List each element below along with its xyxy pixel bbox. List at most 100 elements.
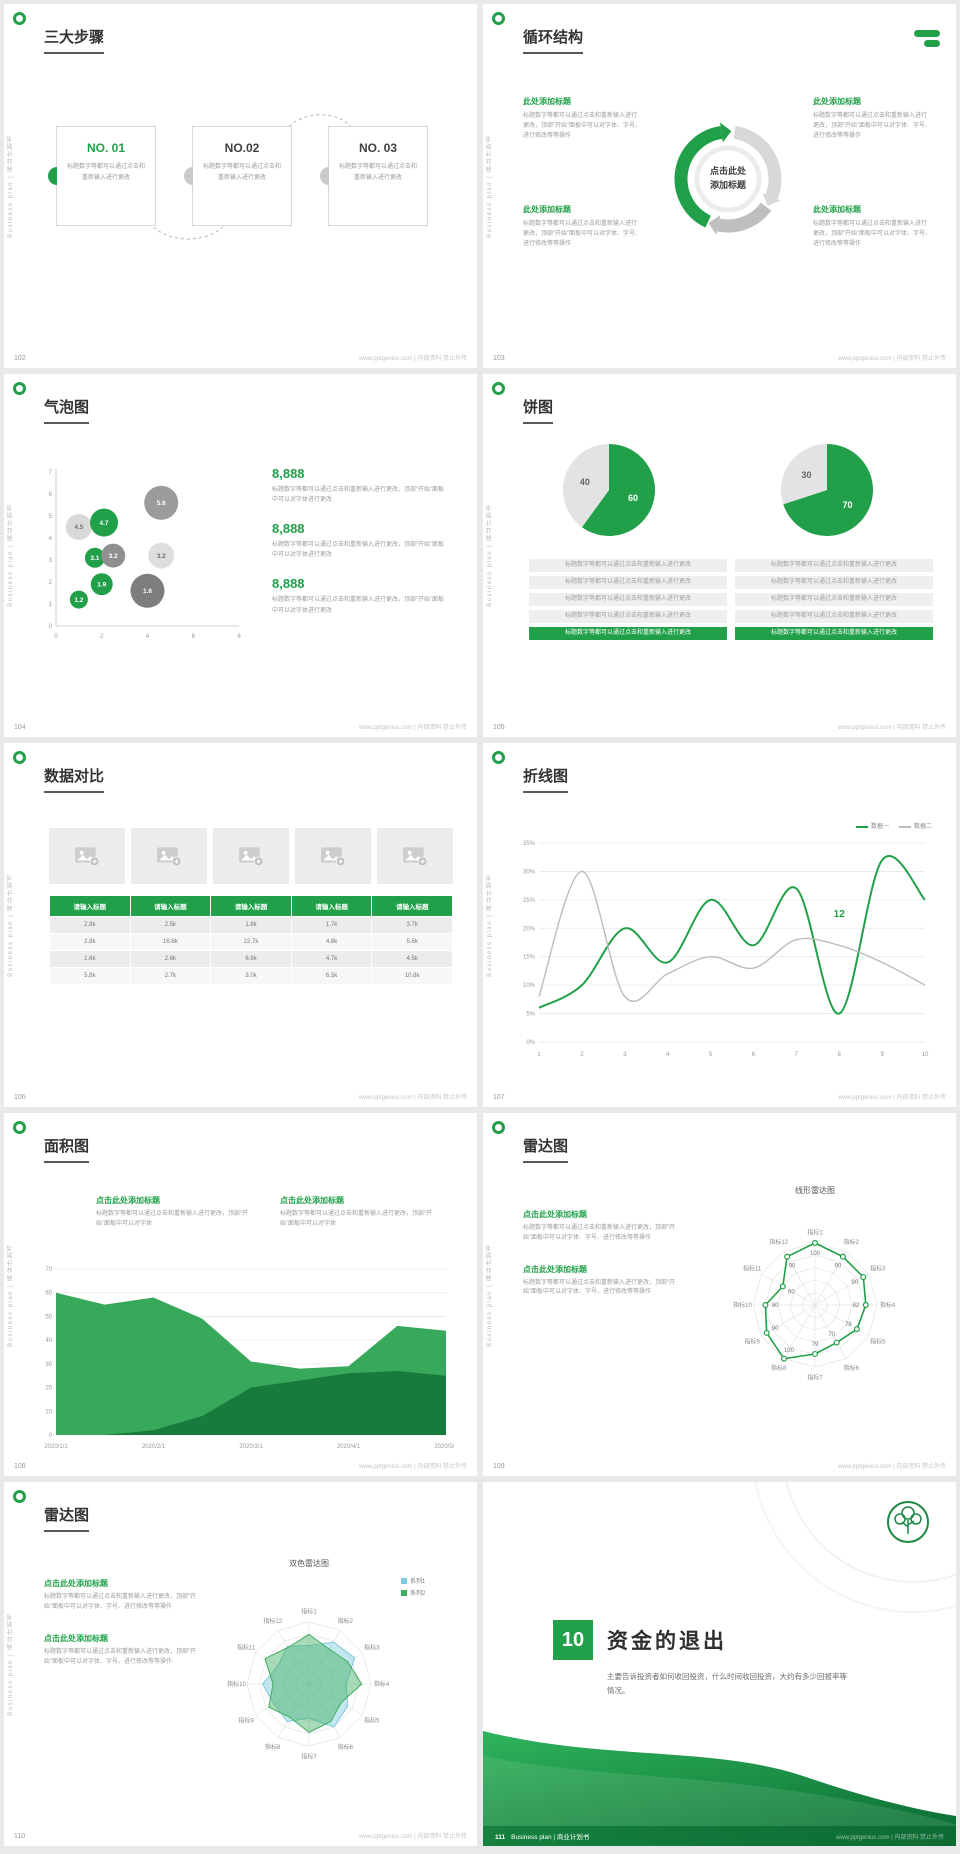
- cycle-arrows-diagram: [674, 122, 782, 235]
- chart-shape: 2020/5/1: [434, 1444, 454, 1450]
- slide-108[interactable]: Business plan | 商业计划书 面积图 点击此处添加标题 标题数字等…: [4, 1112, 477, 1477]
- add-image-icon: [157, 847, 182, 867]
- brand-logo-icon: [492, 381, 505, 395]
- chart-shape: [814, 1304, 847, 1359]
- slide-109[interactable]: Business plan | 商业计划书 雷达图 点击此处添加标题 标题数字等…: [483, 1112, 956, 1477]
- chart-shape: 0: [54, 634, 58, 640]
- radar-axis-label: 指标3: [870, 1265, 886, 1273]
- chart-shape: [308, 1684, 363, 1716]
- block-body: 标题数字等都可以通过点击和重新输入进行更改，顶部“开始”面板中可以对字体、字号、…: [44, 1649, 196, 1666]
- image-placeholder-row: [49, 828, 453, 885]
- chart-shape: 2020/4/1: [337, 1444, 361, 1450]
- chart-shape: 20: [45, 1385, 52, 1391]
- pie-slice: [781, 443, 827, 504]
- pie-caption-row: 标题数字等都可以通过点击和重新输入进行更改: [735, 575, 933, 589]
- legend-label: 系列2: [410, 1591, 426, 1598]
- decorative-pill: [914, 30, 940, 37]
- add-image-icon: [403, 847, 428, 867]
- slide-preview-grid: Business plan | 商业计划书 三大步骤 NO. 01 标题数字等都…: [4, 4, 956, 1846]
- chart-shape: [761, 1304, 816, 1337]
- chart-shape: 7: [49, 470, 53, 476]
- bubble-value-label: 3.2: [109, 552, 118, 559]
- radar-axis-label: 指标9: [745, 1337, 761, 1345]
- chart-shape: 5%: [526, 1012, 535, 1018]
- page-title: 雷达图: [44, 1504, 90, 1533]
- table-cell: 3.7k: [371, 916, 453, 935]
- block-title: 点击此处添加标题: [523, 1264, 587, 1274]
- radar-axis-label: 指标8: [265, 1743, 281, 1751]
- chart-shape: 5: [709, 1052, 713, 1058]
- slide-106[interactable]: Business plan | 商业计划书 数据对比 请输入标题 请输入标题 请输入…: [4, 743, 477, 1107]
- company-tree-logo: [887, 1501, 929, 1544]
- radar-axis-label: 指标1: [301, 1608, 317, 1616]
- pie-caption-row: 标题数字等都可以通过点击和重新输入进行更改: [735, 592, 933, 606]
- sidebar-watermark: Business plan | 商业计划书: [8, 1612, 14, 1717]
- radar-axis-label: 指标4: [880, 1301, 896, 1309]
- radar-marker: [762, 1301, 769, 1308]
- slide-104[interactable]: Business plan | 商业计划书 气泡图 0 1 2 3 4 5 6 7 0 2 4 6 8 4…: [4, 373, 477, 738]
- section-number-badge: 10: [553, 1620, 593, 1661]
- series2-swatch-icon: [401, 1589, 407, 1596]
- slide-footer: www.pptgenius.com | 内部资料 禁止外传: [359, 1464, 467, 1471]
- block-title: 点击此处添加标题: [96, 1195, 160, 1205]
- chart-annotation: 12: [834, 909, 846, 920]
- sidebar-watermark: Business plan | 商业计划书: [8, 1242, 14, 1347]
- bubble-value-label: 4.5: [74, 524, 83, 531]
- radar-axis-label: 指标10: [227, 1680, 246, 1688]
- stats-column: 8,888 标题数字等都可以通过点击和重新输入进行更改，顶部“开始”面板中可以对…: [272, 466, 448, 632]
- radar-axis-label: 指标12: [769, 1238, 788, 1246]
- chart-shape: 2: [100, 634, 104, 640]
- page-number: 108: [14, 1463, 26, 1471]
- page-number: 105: [493, 724, 505, 732]
- line-radar-chart: 指标1 指标2 指标3 指标4 指标5 指标6 指标7 指标8 指标9 指标10 指标11 指标12 1…: [733, 1228, 896, 1381]
- slide-footer: www.pptgenius.com | 内部资料 禁止外传: [359, 1834, 467, 1840]
- block-body: 标题数字等都可以通过点击和重新输入进行更改，顶部“开始”面板中可以对字体: [96, 1210, 248, 1227]
- pie-slice: [563, 443, 609, 527]
- chart-shape: 10%: [523, 983, 536, 989]
- slide-103[interactable]: Business plan | 商业计划书 循环结构 此处添加标题 标题数字等都…: [483, 4, 956, 368]
- pie-caption-row: 标题数字等都可以通过点击和重新输入进行更改: [529, 609, 727, 623]
- stat-text: 标题数字等都可以通过点击和重新输入进行更改，顶部“开始”面板中可以对字体进行更改: [272, 486, 444, 503]
- page-title: 面积图: [44, 1135, 90, 1163]
- slide-110[interactable]: Business plan | 商业计划书 雷达图 点击此处添加标题 标题数字等…: [4, 1482, 477, 1846]
- sidebar-watermark: Business plan | 商业计划书: [8, 503, 14, 608]
- page-number: 109: [493, 1463, 505, 1471]
- slide-111[interactable]: 10 资金的退出 主要告诉投资者如何收回投资，什么时间收回投资，大约有多少回报率…: [483, 1482, 956, 1846]
- radar-axis-label: 指标7: [301, 1753, 317, 1761]
- slide-105[interactable]: Business plan | 商业计划书 饼图 60 40 70 30 标题数字等…: [483, 373, 956, 738]
- chart-shape: 4: [49, 536, 53, 542]
- chart-shape: 1: [49, 602, 53, 608]
- pie-caption-column-right: 标题数字等都可以通过点击和重新输入进行更改 标题数字等都可以通过点击和重新输入进行…: [735, 558, 933, 644]
- table-cell: 2.7k: [129, 967, 212, 986]
- slide-107[interactable]: Business plan | 商业计划书 折线图 数据一 数据二 0% 5% 10…: [483, 743, 956, 1107]
- comparison-table: 请输入标题 请输入标题 请输入标题 请输入标题 请输入标题 2.8k 2.5k 1.8k 1.7…: [49, 895, 453, 986]
- radar-axis-label: 指标10: [733, 1301, 752, 1309]
- bubble-value-label: 5.6: [157, 500, 166, 507]
- radar-marker: [811, 1239, 818, 1246]
- page-title: 数据对比: [44, 765, 105, 794]
- block-body: 标题数字等都可以通过点击和重新输入进行更改，顶部“开始”面板中可以对字体: [280, 1210, 432, 1227]
- chart-shape: [277, 1684, 310, 1739]
- table-cell: 5.8k: [371, 933, 453, 952]
- radar-axis-label: 指标2: [338, 1618, 354, 1626]
- pie-caption-row: 标题数字等都可以通过点击和重新输入进行更改: [735, 609, 933, 623]
- area-text-blocks: 点击此处添加标题 标题数字等都可以通过点击和重新输入进行更改，顶部“开始”面板中…: [96, 1195, 440, 1230]
- block-body: 标题数字等都可以通过点击和重新输入进行更改，顶部“开始”面板中可以对字体、字号、…: [523, 1224, 675, 1241]
- chart-shape: 10: [45, 1409, 52, 1415]
- radar-axis-label: 指标6: [844, 1364, 860, 1372]
- table-header-cell: 请输入标题: [129, 895, 212, 918]
- radar-value-label: 82: [853, 1303, 860, 1309]
- add-image-icon: [75, 847, 100, 867]
- step-card-2: NO.02 标题数字等都可以通过点击和重新输入进行更改: [184, 126, 292, 226]
- text-block-1: 点击此处添加标题 标题数字等都可以通过点击和重新输入进行更改，顶部“开始”面板中…: [523, 1209, 688, 1244]
- slide-102[interactable]: Business plan | 商业计划书 三大步骤 NO. 01 标题数字等都…: [4, 4, 477, 368]
- page-title: 循环结构: [523, 26, 584, 54]
- brand-logo-icon: [492, 751, 505, 765]
- radar-text-blocks: 点击此处添加标题 标题数字等都可以通过点击和重新输入进行更改，顶部“开始”面板中…: [44, 1578, 209, 1688]
- cover-footer-band: 111 Business plan | 商业计划书 www.pptgenius.c…: [483, 1826, 956, 1846]
- page-number: 106: [14, 1093, 26, 1101]
- decorative-pill: [924, 40, 940, 47]
- chart-shape: 4: [666, 1052, 670, 1058]
- radar-area-series: [261, 1641, 356, 1728]
- slide-footer: www.pptgenius.com | 内部资料 禁止外传: [838, 725, 946, 732]
